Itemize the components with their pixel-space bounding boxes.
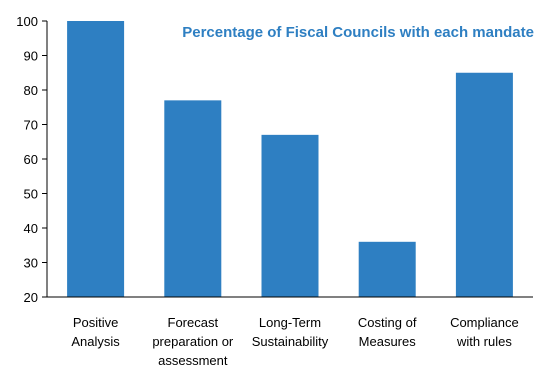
x-tick-label-line: preparation or xyxy=(152,334,234,349)
y-tick-label: 100 xyxy=(16,14,38,29)
y-tick-label: 60 xyxy=(24,152,38,167)
x-tick-label: Costing of Measures xyxy=(358,315,417,349)
x-tick-label-line: Positive xyxy=(73,315,119,330)
y-tick-label: 80 xyxy=(24,83,38,98)
y-tick-label: 30 xyxy=(24,256,38,271)
y-tick-label: 50 xyxy=(24,187,38,202)
x-tick-label-line: assessment xyxy=(158,353,228,368)
bar-4 xyxy=(358,241,416,297)
x-tick-label-line: Compliance xyxy=(450,315,519,330)
bar-5 xyxy=(455,72,513,297)
x-tick-label-line: Measures xyxy=(359,334,417,349)
y-axis: 20 30 40 50 60 70 80 90 100 xyxy=(16,14,48,305)
x-tick-label: Forecast preparation or assessment xyxy=(152,315,234,368)
bar-2 xyxy=(164,100,222,297)
y-tick-label: 90 xyxy=(24,49,38,64)
chart-title: Percentage of Fiscal Councils with each … xyxy=(182,24,534,41)
x-tick-label: Long-Term Sustainability xyxy=(252,315,329,349)
y-tick-label: 40 xyxy=(24,221,38,236)
x-tick-label: Positive Analysis xyxy=(71,315,120,349)
x-tick-label-line: Sustainability xyxy=(252,334,329,349)
bars xyxy=(67,21,513,297)
y-tick-label: 20 xyxy=(24,290,38,305)
x-tick-label-line: Long-Term xyxy=(259,315,321,330)
x-tick-label: Compliance with rules xyxy=(450,315,519,349)
y-tick-label: 70 xyxy=(24,118,38,133)
bar-3 xyxy=(261,134,319,297)
x-axis: Positive Analysis Forecast preparation or as… xyxy=(47,296,533,368)
x-tick-label-line: Analysis xyxy=(71,334,120,349)
x-tick-label-line: with rules xyxy=(456,334,512,349)
x-tick-label-line: Costing of xyxy=(358,315,417,330)
x-tick-label-line: Forecast xyxy=(168,315,219,330)
bar-1 xyxy=(67,21,125,297)
